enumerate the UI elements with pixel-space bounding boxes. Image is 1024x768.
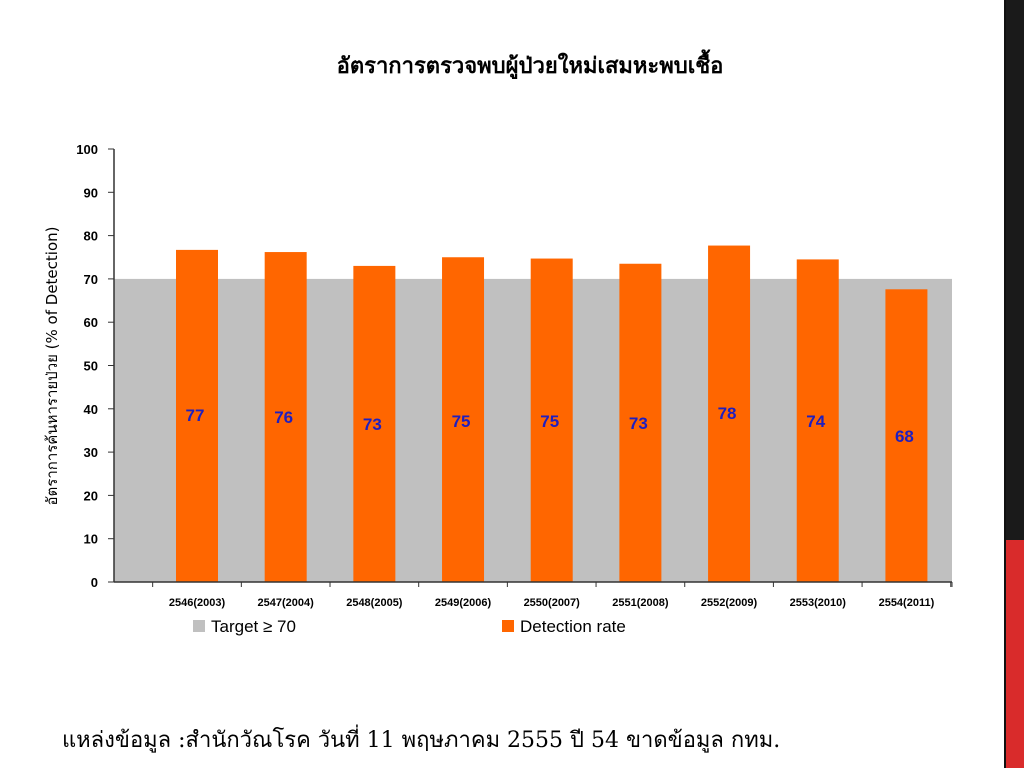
x-tick-label: 2552(2009) — [701, 597, 758, 609]
bar — [619, 263, 662, 582]
data-label: 75 — [452, 412, 471, 431]
bar — [530, 258, 573, 582]
bar — [264, 252, 307, 582]
y-tick-label: 10 — [84, 532, 98, 547]
x-tick-label: 2553(2010) — [790, 597, 847, 609]
x-tick-label: 2549(2006) — [435, 597, 492, 609]
y-tick-label: 30 — [84, 445, 98, 460]
bar — [796, 259, 839, 582]
right-edge-decoration — [1004, 0, 1024, 768]
bar — [442, 257, 485, 582]
right-edge-red-strip — [1006, 540, 1024, 768]
y-tick-label: 100 — [76, 142, 98, 157]
x-tick-label: 2550(2007) — [524, 597, 581, 609]
source-note: แหล่งข้อมูล :สำนักวัณโรค วันที่ 11 พฤษภา… — [62, 728, 781, 753]
bar — [353, 265, 396, 582]
x-tick-label: 2554(2011) — [879, 597, 935, 609]
y-tick-label: 90 — [84, 185, 98, 200]
y-tick-label: 70 — [84, 272, 98, 287]
data-label: 75 — [540, 412, 559, 431]
data-label: 77 — [186, 406, 205, 425]
x-tick-label: 2547(2004) — [258, 597, 315, 609]
data-label: 73 — [363, 415, 382, 434]
legend-label-target: Target ≥ 70 — [211, 617, 296, 636]
bar — [885, 289, 928, 582]
x-tick-label: 2551(2008) — [612, 597, 669, 609]
data-label: 68 — [895, 427, 914, 446]
legend-swatch-target — [193, 620, 205, 632]
y-tick-label: 50 — [84, 359, 98, 374]
data-label: 78 — [718, 404, 737, 423]
y-axis-title: อัตราการค้นหารายป่วย (% of Detection) — [43, 227, 61, 506]
data-label: 74 — [806, 412, 825, 431]
y-tick-label: 0 — [91, 575, 98, 590]
y-tick-label: 40 — [84, 402, 98, 417]
right-edge-dark-strip — [1006, 0, 1024, 540]
y-tick-label: 20 — [84, 488, 98, 503]
x-tick-label: 2546(2003) — [169, 597, 226, 609]
legend-swatch-detection — [502, 620, 514, 632]
x-tick-label: 2548(2005) — [346, 597, 403, 609]
bar — [176, 249, 218, 582]
legend-label-detection: Detection rate — [520, 617, 626, 636]
y-tick-label: 80 — [84, 229, 98, 244]
chart-title: อัตราการตรวจพบผู้ป่วยใหม่เสมหะพบเชื้อ — [336, 54, 724, 79]
data-label: 76 — [274, 408, 293, 427]
bar — [708, 245, 751, 582]
y-tick-label: 60 — [84, 315, 98, 330]
data-label: 73 — [629, 414, 648, 433]
bar-chart: 77 76 73 75 75 73 78 74 68 0 10 20 30 40 50 60 70 80 90 100… — [43, 142, 953, 636]
